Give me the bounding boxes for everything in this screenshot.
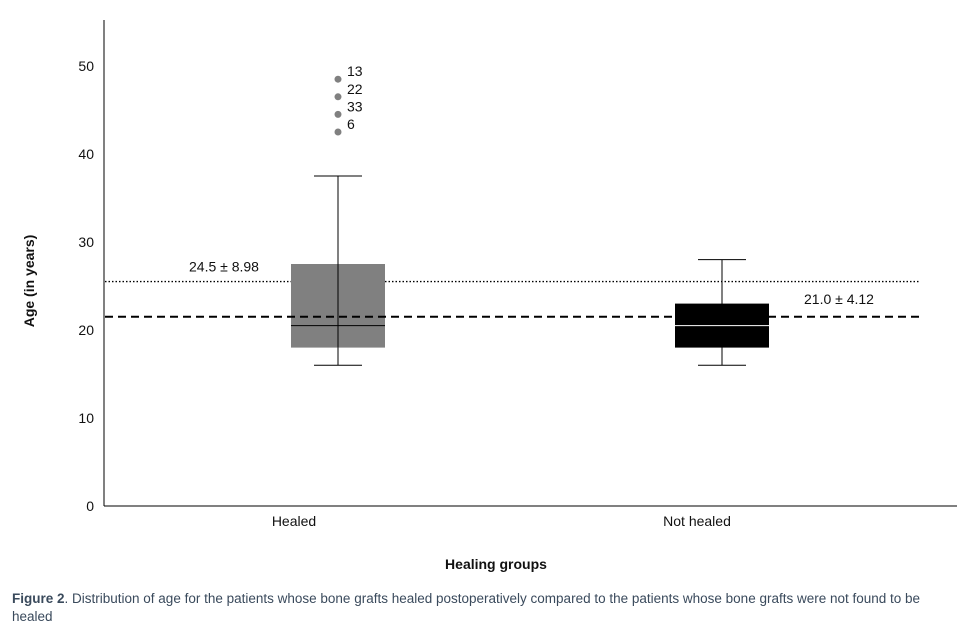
outlier-point	[334, 110, 342, 118]
mean-label-healed: 24.5 ± 8.98	[189, 259, 259, 275]
caption-text: . Distribution of age for the patients w…	[12, 591, 921, 624]
chart-marks	[105, 75, 920, 366]
x-axis-title: Healing groups	[445, 556, 547, 572]
y-tick-label: 40	[78, 146, 94, 162]
outlier-point	[334, 75, 342, 83]
y-tick-label: 0	[86, 498, 94, 514]
figure-caption: Figure 2. Distribution of age for the pa…	[12, 590, 962, 626]
y-tick-label: 20	[78, 322, 94, 338]
outlier-label: 33	[347, 98, 363, 114]
outlier-label: 13	[347, 63, 363, 79]
outlier-label: 6	[347, 116, 355, 132]
outlier-point	[334, 93, 342, 101]
y-axis-title: Age (in years)	[21, 235, 37, 328]
x-tick-label: Not healed	[663, 513, 731, 529]
outlier-label: 22	[347, 81, 363, 97]
x-tick-label: Healed	[272, 513, 316, 529]
caption-label: Figure 2	[12, 591, 65, 606]
y-tick-label: 50	[78, 58, 94, 74]
axes: 0 10 20 30 40 50 Healed Not healed	[78, 20, 957, 529]
y-tick-label: 30	[78, 234, 94, 250]
mean-label-not-healed: 21.0 ± 4.12	[804, 291, 874, 307]
box-plot-chart: 0 10 20 30 40 50 Healed Not healed Healing grou…	[21, 20, 957, 572]
y-tick-label: 10	[78, 410, 94, 426]
outlier-point	[334, 128, 342, 136]
